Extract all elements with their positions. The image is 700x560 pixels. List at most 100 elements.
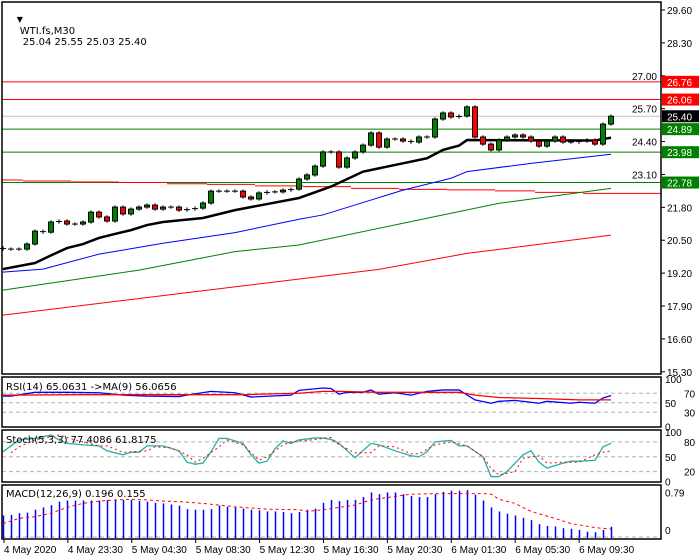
candle [448,111,454,119]
candle-body [344,157,350,168]
moving-average-line [2,187,612,291]
indicator-axis-label: 50 [665,399,677,410]
rsi-panel [1,376,662,428]
indicator-axis-label: 70 [684,389,696,400]
candle-body [552,136,558,142]
candle [496,138,502,152]
candle-body [416,136,422,143]
stoch-line [2,434,612,478]
candle-body [536,140,542,147]
level-price-badge [662,123,699,136]
candle [560,135,566,144]
candle [360,143,366,154]
candle [320,150,326,168]
price-tick-label: 29.60 [667,6,692,17]
moving-average-line [2,234,612,316]
candle [224,189,230,193]
candle [128,207,134,216]
candle-body [400,138,406,142]
candle-body [160,206,166,210]
stoch-panel [1,429,662,483]
candle-body [480,136,486,145]
candle-body [472,106,478,138]
level-price-label: 24.89 [667,125,692,136]
stoch-line [10,434,612,476]
candle-body [24,243,30,250]
candle-body [248,196,254,200]
level-price-label: 22.78 [667,179,692,190]
candle [200,201,206,210]
candle-body [64,220,70,225]
candle [184,207,190,212]
triangle-down-icon[interactable]: ▼ [16,15,23,24]
level-price-label: 23.98 [667,148,692,159]
candle-body [304,174,310,180]
price-tick-label: 19.20 [667,269,692,280]
candle [48,220,54,234]
candle [256,191,262,201]
candle-body [176,206,182,211]
price-tick-label: 21.80 [667,203,692,214]
candle-body [88,211,94,223]
candle [264,190,270,195]
candle-body [544,140,550,147]
candle [552,135,558,143]
price-tick-label: 20.50 [667,236,692,247]
candle-body [136,206,142,210]
candle-body [336,151,342,168]
candle [336,150,342,169]
candle [288,187,294,192]
candle-body [104,216,110,222]
candle-body [320,151,326,167]
macd-histogram [2,490,613,538]
candle [480,135,486,146]
candle [160,205,166,211]
macd-signal-line [2,493,612,530]
symbol-label: WTI.fs,M30 [19,26,76,37]
candle-body [512,134,518,138]
candle-body [96,211,102,218]
time-tick-label: 6 May 05:30 [515,545,570,556]
price-tick-label: 24.40 [632,138,657,149]
price-tick-label: 15.30 [667,368,692,379]
stoch-label: Stoch(5,3,3) 77.4086 61.8175 [6,435,157,446]
price-tick-label: 17.90 [667,302,692,313]
candle [608,114,614,126]
candle-body [360,144,366,153]
candle [568,140,574,144]
candle [240,189,246,199]
candle-body [504,136,510,141]
candle [248,195,254,201]
candle [584,138,590,143]
candle-body [144,204,150,208]
candle [432,117,438,139]
axis-background [661,0,700,560]
time-tick-label: 6 May 01:30 [451,545,506,556]
indicator-axis-label: 30 [684,408,696,419]
candle [280,188,286,194]
candle [400,137,406,143]
rsi-label: RSI(14) 65.0631 ->MA(9) 56.0656 [6,382,177,393]
price-tick-label: 28.30 [667,39,692,50]
candle [72,222,78,226]
candle [440,111,446,121]
candle-body [240,190,246,198]
moving-average-line [2,153,612,273]
candle [64,219,70,226]
candle-body [464,106,470,117]
rsi-line [2,390,612,401]
indicator-axis-label: 0 [665,423,671,434]
candle [80,220,86,226]
candle [304,173,310,181]
candle-body [488,143,494,151]
time-axis-background [0,540,700,560]
candle [504,135,510,142]
candle-body [128,208,134,215]
candle [456,114,462,119]
candle [24,242,30,251]
candle [536,139,542,148]
time-tick-label: 4 May 23:30 [68,545,123,556]
candle [384,137,390,149]
